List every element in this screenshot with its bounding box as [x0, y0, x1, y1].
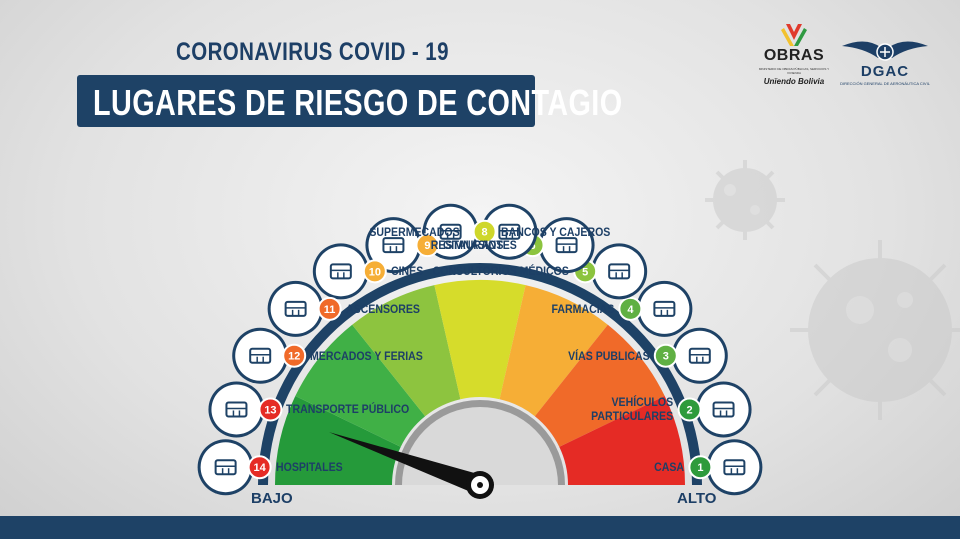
risk-number-badge: 2 — [677, 397, 702, 422]
elevator-icon — [267, 280, 324, 337]
place-label: GIMNASIOS — [443, 238, 504, 253]
gauge-segment — [352, 285, 461, 417]
gauge-segment — [559, 396, 685, 485]
risk-number-badge: 11 — [317, 296, 342, 321]
risk-number: 8 — [482, 227, 488, 239]
place-label: SUPERMECADOS — [369, 224, 460, 239]
dgac-logo-caption: DIRECCIÓN GENERAL DE AERONÁUTICA CIVIL — [840, 81, 930, 86]
place-label: FARMACIAS — [551, 301, 615, 316]
bus-icon — [208, 381, 265, 438]
chef-icon — [538, 217, 595, 274]
place-label: VÍAS PUBLICAS — [568, 348, 650, 363]
hospital-icon — [197, 439, 254, 496]
footer-bar — [0, 516, 960, 539]
risk-number-badge: 14 — [247, 455, 272, 480]
page-subtitle: CORONAVIRUS COVID - 19 — [176, 38, 449, 66]
risk-number-badge: 4 — [618, 296, 643, 321]
place-label: CONSULTORIOS MÉDICOS — [432, 264, 570, 279]
risk-number: 1 — [697, 462, 703, 474]
obras-logo-caption: MINISTERIO DE OBRAS PÚBLICAS, SERVICIOS … — [758, 67, 830, 75]
risk-number-badge: 9 — [415, 233, 440, 258]
pharmacy-icon — [636, 280, 693, 337]
title-banner — [77, 75, 535, 127]
dgac-logo-name: DGAC — [860, 63, 910, 80]
house-icon — [706, 439, 763, 496]
place-label: CINES — [390, 264, 424, 279]
place-label: BANCOS Y CAJEROS — [500, 224, 610, 239]
gauge-segment — [434, 280, 526, 400]
scale-high-label: ALTO — [677, 490, 717, 507]
risk-number-badge: 12 — [282, 343, 307, 368]
cinema-icon — [312, 243, 369, 300]
place-label: MERCADOS Y FERIAS — [310, 348, 424, 363]
place-label: ASCENSORES — [345, 301, 420, 316]
risk-number: 4 — [627, 304, 634, 316]
scale-low-label: BAJO — [251, 490, 293, 507]
gauge-needle — [328, 432, 484, 495]
risk-number: 14 — [253, 462, 266, 474]
risk-number-badge: 3 — [653, 343, 678, 368]
gauge-segment — [295, 324, 426, 447]
obras-logo-name: OBRAS — [763, 47, 825, 64]
risk-number: 9 — [424, 240, 430, 252]
risk-number: 12 — [288, 351, 300, 363]
obras-logo — [781, 24, 807, 46]
risk-number: 13 — [264, 404, 276, 416]
obras-logo-tagline: Unïendo Bolivia — [763, 77, 825, 86]
risk-number-badge: 1 — [688, 455, 713, 480]
place-label: TRANSPORTE PÚBLICO — [286, 402, 410, 417]
gauge-needle-pivot — [477, 482, 483, 488]
place-label: CASA — [654, 460, 685, 475]
risk-number-badge: 10 — [362, 259, 387, 284]
risk-number: 5 — [582, 266, 588, 278]
risk-number-badge: 8 — [472, 219, 497, 244]
gauge-segment — [534, 324, 665, 447]
gauge-segment — [275, 396, 401, 485]
place-label: RESTAURANTES — [430, 238, 517, 253]
market-stall-icon — [232, 327, 289, 384]
kettlebell-icon — [365, 217, 422, 274]
dgac-logo — [842, 41, 928, 61]
place-label: VEHÍCULOS PARTICULARES — [591, 395, 674, 424]
risk-number: 10 — [369, 266, 381, 278]
risk-number-badge: 13 — [258, 397, 283, 422]
car-icon — [695, 381, 752, 438]
risk-number: 11 — [324, 304, 336, 316]
road-people-icon — [671, 327, 728, 384]
gauge-segment — [499, 285, 608, 417]
page-title: LUGARES DE RIESGO DE CONTAGIO — [93, 82, 623, 123]
shopping-cart-icon — [481, 203, 538, 260]
risk-number: 3 — [663, 351, 669, 363]
place-label: HOSPITALES — [275, 460, 343, 475]
risk-number: 2 — [686, 404, 692, 416]
hospital-bed-icon — [591, 243, 648, 300]
